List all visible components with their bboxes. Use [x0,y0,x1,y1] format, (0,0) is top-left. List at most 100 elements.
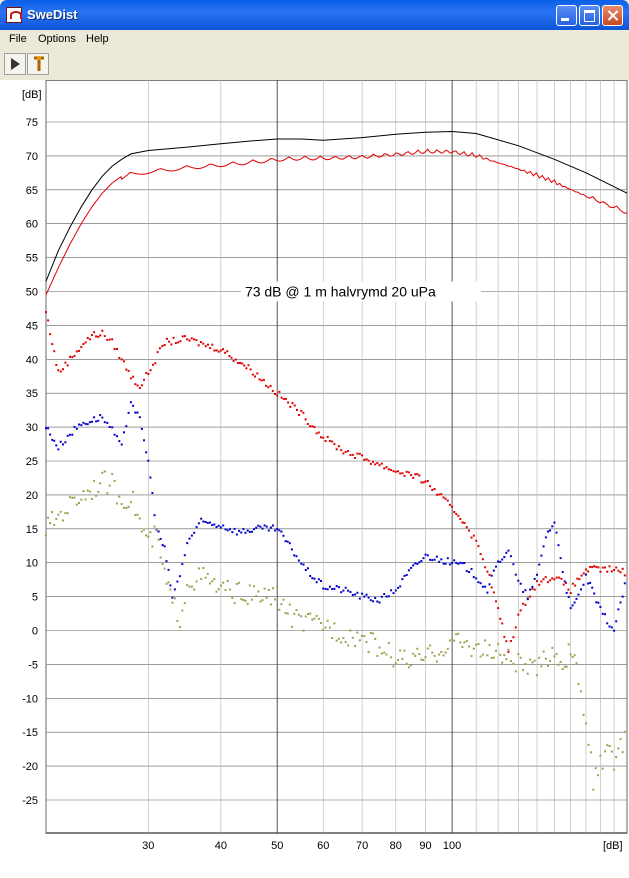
data-point [468,529,471,532]
data-point [263,587,266,590]
data-point [123,431,125,434]
data-point [431,651,434,654]
data-point [229,588,231,591]
data-point [524,589,527,592]
data-point [247,364,250,367]
data-point [442,496,445,499]
data-point [116,348,118,350]
data-point [347,589,350,592]
data-point [304,615,307,618]
title-bar[interactable]: SweDist [0,0,629,30]
data-point [455,633,458,636]
maximize-button[interactable] [579,5,600,26]
data-point [161,345,164,348]
data-point [569,607,572,610]
data-point [448,639,451,642]
annotation-background [240,281,481,302]
data-point [551,577,554,580]
data-point [211,524,214,527]
data-point [242,528,245,531]
close-button[interactable] [602,5,623,26]
data-point [549,659,552,662]
data-point [497,560,500,563]
data-point [337,586,340,589]
data-point [390,469,393,471]
data-point [324,440,327,442]
data-point [397,470,399,473]
data-point [331,440,334,443]
data-point [401,578,404,581]
data-point [66,434,69,437]
run-button[interactable] [4,53,26,75]
data-point [91,497,93,500]
data-point [429,644,432,647]
data-point [363,458,366,461]
data-point [331,637,334,639]
data-point [394,589,397,592]
data-point [412,564,415,567]
minimize-button[interactable] [556,5,577,26]
data-point [589,581,592,584]
y-tick-label: 50 [26,287,38,299]
data-point [529,588,532,591]
data-point [302,563,305,566]
data-point [240,531,243,534]
data-point [503,654,506,657]
data-point [183,335,186,338]
data-point [71,496,74,499]
data-point [284,612,287,615]
data-point [604,566,606,569]
plot-area[interactable]: 75 70 65 60 55 50 45 40 35 30 25 20 15 10 5 0 -5 -10 -15 -2… [0,80,629,878]
data-point [211,580,214,583]
y-tick-label: 75 [26,117,38,129]
data-point [284,540,287,543]
data-point [106,421,109,424]
data-point [246,529,249,532]
menu-options[interactable]: Options [38,33,76,45]
data-point [429,485,432,488]
data-point [414,654,417,657]
x-tick-label: 100 [443,840,461,852]
data-point [560,577,563,580]
data-point [251,373,254,376]
data-point [608,565,611,568]
data-point [246,602,249,605]
data-point [302,411,305,414]
data-point [446,647,449,650]
tool-button[interactable] [27,53,49,75]
data-point [169,588,172,591]
data-point [300,409,303,412]
data-point [601,767,604,770]
data-point [193,588,196,591]
data-point [561,571,564,574]
data-point [484,566,487,569]
data-point [555,531,558,534]
distortion-chart[interactable]: 757065605550454035302520151050-5-10-15-2… [0,80,629,878]
data-point [103,335,106,338]
data-point [488,644,491,647]
data-point [414,473,417,476]
data-point [178,575,181,578]
data-point [193,338,196,341]
menu-file[interactable]: File [9,33,27,45]
data-point [278,529,281,532]
data-point [457,514,460,517]
data-point [167,568,170,571]
data-point [224,351,227,354]
data-point [163,545,166,548]
menu-help[interactable]: Help [86,33,109,45]
data-point [200,577,203,580]
data-point [387,595,390,598]
data-point [129,501,132,504]
data-point [610,626,613,629]
app-icon[interactable] [6,7,22,23]
y-tick-label: -15 [22,727,38,739]
data-point [257,524,260,527]
data-point [340,449,343,452]
data-point [168,340,171,343]
data-point [383,467,386,470]
data-point [181,563,184,566]
y-tick-label: -25 [22,795,38,807]
data-point [78,502,80,504]
data-point [265,596,268,599]
